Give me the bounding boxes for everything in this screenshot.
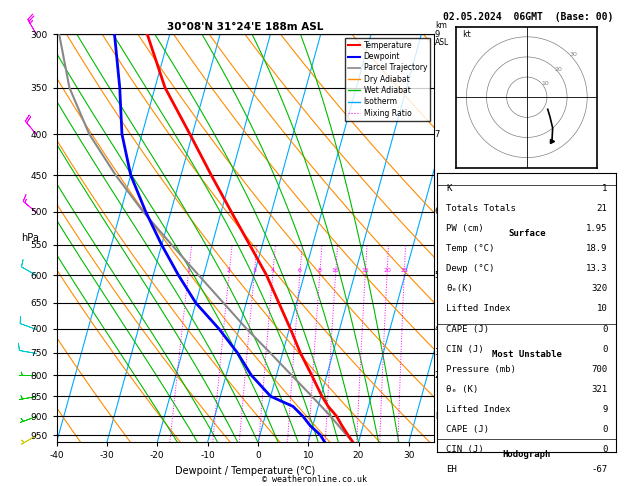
Text: kt: kt — [462, 30, 472, 39]
Text: CAPE (J): CAPE (J) — [446, 425, 489, 434]
Text: CAPE (J): CAPE (J) — [446, 325, 489, 333]
Text: PW (cm): PW (cm) — [446, 224, 484, 233]
Text: 0: 0 — [602, 445, 608, 454]
Text: 4: 4 — [435, 324, 440, 333]
Legend: Temperature, Dewpoint, Parcel Trajectory, Dry Adiabat, Wet Adiabat, Isotherm, Mi: Temperature, Dewpoint, Parcel Trajectory… — [345, 38, 430, 121]
Text: 2: 2 — [435, 371, 440, 380]
Text: ASL: ASL — [435, 38, 449, 47]
Text: 6: 6 — [435, 207, 440, 216]
Text: θₑ(K): θₑ(K) — [446, 284, 473, 294]
Text: K: K — [446, 184, 452, 193]
Text: 02.05.2024  06GMT  (Base: 00): 02.05.2024 06GMT (Base: 00) — [443, 12, 614, 22]
Text: © weatheronline.co.uk: © weatheronline.co.uk — [262, 474, 367, 484]
Text: 9: 9 — [602, 405, 608, 414]
Text: 10: 10 — [597, 304, 608, 313]
Text: 13.3: 13.3 — [586, 264, 608, 273]
Text: CIN (J): CIN (J) — [446, 445, 484, 454]
Text: Lifted Index: Lifted Index — [446, 405, 511, 414]
Text: 320: 320 — [591, 284, 608, 294]
Text: hPa: hPa — [21, 233, 39, 243]
Text: 10: 10 — [331, 268, 340, 273]
Text: Mixing Ratio (g/kg): Mixing Ratio (g/kg) — [456, 202, 465, 275]
Text: θₑ (K): θₑ (K) — [446, 385, 479, 394]
Text: CIN (J): CIN (J) — [446, 345, 484, 354]
Text: 0: 0 — [602, 345, 608, 354]
X-axis label: Dewpoint / Temperature (°C): Dewpoint / Temperature (°C) — [175, 466, 315, 476]
Text: 8: 8 — [318, 268, 321, 273]
Text: Dewp (°C): Dewp (°C) — [446, 264, 494, 273]
Text: 9: 9 — [435, 30, 440, 38]
Text: Temp (°C): Temp (°C) — [446, 244, 494, 253]
Text: 6: 6 — [298, 268, 302, 273]
Text: Lifted Index: Lifted Index — [446, 304, 511, 313]
Text: 10: 10 — [541, 81, 548, 86]
Text: 321: 321 — [591, 385, 608, 394]
Text: Totals Totals: Totals Totals — [446, 204, 516, 213]
Text: Pressure (mb): Pressure (mb) — [446, 365, 516, 374]
Text: Surface: Surface — [508, 229, 545, 238]
Text: 30: 30 — [569, 52, 577, 57]
Text: 3: 3 — [435, 348, 440, 357]
Text: 1: 1 — [435, 412, 440, 421]
Text: 20: 20 — [383, 268, 391, 273]
Text: 7: 7 — [435, 130, 440, 139]
Text: km: km — [435, 21, 447, 30]
Text: 1: 1 — [186, 268, 190, 273]
Text: 1: 1 — [602, 184, 608, 193]
Text: 0: 0 — [602, 325, 608, 333]
Text: 25: 25 — [400, 268, 408, 273]
Text: Most Unstable: Most Unstable — [492, 350, 562, 359]
Text: 21: 21 — [597, 204, 608, 213]
Text: 15: 15 — [361, 268, 369, 273]
Text: 700: 700 — [591, 365, 608, 374]
Text: -67: -67 — [591, 466, 608, 474]
Text: 1.95: 1.95 — [586, 224, 608, 233]
Text: 5: 5 — [435, 271, 440, 279]
Title: 30°08'N 31°24'E 188m ASL: 30°08'N 31°24'E 188m ASL — [167, 22, 323, 32]
Text: 20: 20 — [555, 67, 563, 71]
Text: 18.9: 18.9 — [586, 244, 608, 253]
Text: 3: 3 — [252, 268, 256, 273]
Text: LCL: LCL — [435, 412, 448, 421]
Text: Hodograph: Hodograph — [503, 451, 551, 459]
Text: 2: 2 — [227, 268, 231, 273]
Text: 0: 0 — [602, 425, 608, 434]
Text: 4: 4 — [270, 268, 275, 273]
Text: EH: EH — [446, 466, 457, 474]
